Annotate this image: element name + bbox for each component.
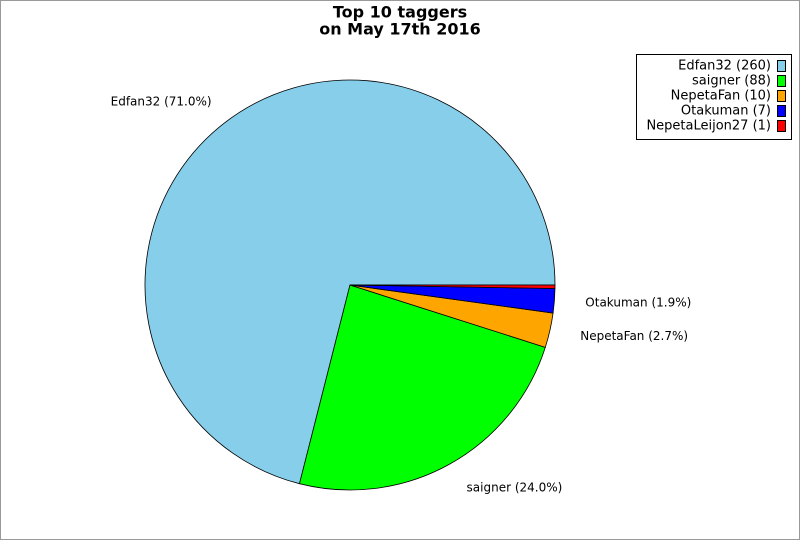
legend-swatch bbox=[777, 75, 786, 87]
legend-swatch bbox=[777, 120, 786, 132]
legend-label: NepetaFan (10) bbox=[671, 89, 771, 104]
legend-label: NepetaLeijon27 (1) bbox=[646, 119, 771, 134]
legend-swatch bbox=[777, 90, 786, 102]
slice-label: saigner (24.0%) bbox=[467, 480, 563, 494]
slice-label: NepetaFan (2.7%) bbox=[580, 329, 688, 343]
pie-slice bbox=[144, 79, 556, 485]
slice-label: Edfan32 (71.0%) bbox=[111, 94, 212, 108]
legend-swatch bbox=[777, 60, 786, 72]
slice-label: Otakuman (1.9%) bbox=[585, 295, 691, 309]
legend-swatch bbox=[777, 105, 786, 117]
legend-box bbox=[636, 54, 792, 140]
chart-title: Top 10 taggers bbox=[333, 3, 467, 22]
pie-slice bbox=[299, 284, 546, 491]
legend-label: Otakuman (7) bbox=[681, 104, 771, 119]
legend-label: saigner (88) bbox=[692, 74, 771, 89]
chart-subtitle: on May 17th 2016 bbox=[319, 20, 481, 39]
legend-label: Edfan32 (260) bbox=[678, 59, 771, 74]
pie-slice bbox=[349, 284, 556, 289]
